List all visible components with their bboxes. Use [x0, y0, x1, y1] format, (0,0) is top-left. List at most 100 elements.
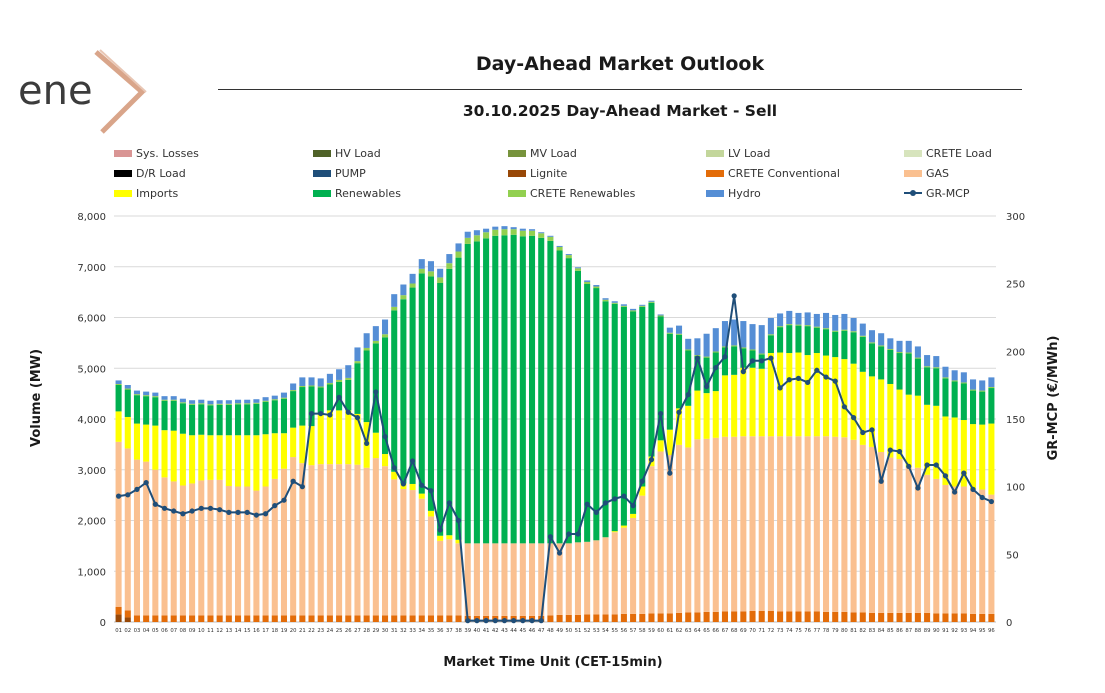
- bar-segment: [933, 368, 940, 406]
- bar-stack-12: [216, 400, 223, 622]
- bar-segment: [372, 615, 379, 622]
- mcp-point: [207, 505, 214, 511]
- bar-segment: [354, 347, 361, 362]
- bar-segment: [529, 229, 536, 231]
- bar-stack-95: [979, 380, 986, 622]
- mcp-point: [749, 358, 756, 364]
- bar-segment: [271, 395, 278, 400]
- x-tick-label: 75: [795, 628, 802, 634]
- bar-segment: [290, 383, 297, 391]
- bar-segment: [400, 299, 407, 484]
- bar-segment: [740, 348, 747, 368]
- x-tick-label: 26: [345, 628, 352, 634]
- bar-stack-48: [547, 235, 554, 622]
- y2-tick-label: 100: [1006, 483, 1025, 494]
- bar-segment: [896, 389, 903, 460]
- legend-label: Renewables: [335, 186, 401, 200]
- bar-segment: [859, 444, 866, 613]
- bar-segment: [630, 513, 637, 518]
- bar-stack-31: [391, 294, 398, 622]
- bar-segment: [740, 347, 747, 349]
- bar-segment: [124, 388, 131, 390]
- bar-segment: [253, 403, 260, 436]
- x-tick-label: 72: [768, 628, 775, 634]
- bar-segment: [345, 464, 352, 616]
- bar-segment: [124, 385, 131, 389]
- bar-stack-21: [299, 377, 306, 622]
- mcp-point: [896, 448, 903, 455]
- bar-segment: [299, 463, 306, 616]
- mcp-point: [419, 482, 425, 488]
- legend-item: Lignite: [508, 166, 567, 180]
- x-tick-label: 52: [584, 628, 591, 634]
- mcp-point: [244, 509, 250, 515]
- bar-stack-91: [942, 366, 949, 622]
- bar-segment: [676, 325, 683, 334]
- bar-segment: [519, 230, 526, 237]
- x-axis-title: Market Time Unit (CET-15min): [443, 655, 662, 670]
- bar-segment: [216, 435, 223, 480]
- x-tick-label: 70: [749, 628, 756, 634]
- x-tick-label: 33: [409, 628, 416, 634]
- mcp-point: [713, 364, 719, 371]
- mcp-point: [952, 489, 958, 495]
- bar-segment: [317, 464, 324, 616]
- bar-segment: [666, 333, 673, 430]
- legend-label: D/R Load: [136, 166, 186, 180]
- bar-segment: [253, 399, 260, 403]
- x-tick-label: 16: [253, 628, 260, 634]
- bar-segment: [464, 237, 471, 244]
- bar-segment: [271, 400, 278, 434]
- bar-segment: [483, 615, 490, 622]
- bar-segment: [538, 233, 545, 238]
- bar-segment: [280, 397, 287, 399]
- chart-title: Day-Ahead Market Outlook: [475, 53, 765, 75]
- mcp-point: [143, 480, 149, 486]
- bar-segment: [611, 303, 618, 532]
- bar-segment: [777, 436, 784, 612]
- bar-segment: [198, 399, 205, 404]
- bar-segment: [942, 366, 949, 378]
- bar-segment: [170, 399, 177, 401]
- bar-segment: [437, 615, 444, 622]
- bar-segment: [152, 396, 159, 398]
- bar-segment: [152, 392, 159, 397]
- bar-stack-28: [363, 333, 370, 622]
- bar-segment: [648, 300, 655, 302]
- bar-segment: [400, 615, 407, 622]
- x-tick-label: 27: [354, 628, 361, 634]
- bar-stack-42: [492, 226, 499, 622]
- bar-segment: [529, 615, 536, 622]
- mcp-point: [336, 394, 342, 400]
- bar-stack-35: [427, 261, 434, 622]
- bar-segment: [584, 280, 591, 282]
- mcp-point: [400, 481, 407, 487]
- bar-segment: [161, 615, 168, 622]
- bar-segment: [409, 287, 416, 484]
- chart-subtitle: 30.10.2025 Day-Ahead Market - Sell: [462, 102, 778, 120]
- bar-segment: [510, 615, 517, 622]
- bar-segment: [326, 373, 333, 383]
- y-axis-title: Volume (MW): [29, 349, 44, 447]
- bar-segment: [207, 405, 214, 436]
- y2-axis-title: GR-MCP (€/MWh): [1046, 336, 1061, 461]
- x-tick-label: 35: [428, 628, 435, 634]
- bar-segment: [253, 490, 260, 616]
- bar-segment: [143, 395, 150, 397]
- bar-segment: [823, 312, 830, 329]
- legend-item: GR-MCP: [904, 186, 970, 200]
- bar-segment: [189, 404, 196, 436]
- x-tick-label: 59: [648, 628, 655, 634]
- enex-logo: ene: [18, 49, 147, 134]
- bar-segment: [326, 382, 333, 385]
- bar-segment: [924, 366, 931, 368]
- y2-tick-label: 0: [1006, 618, 1012, 629]
- bar-segment: [400, 295, 407, 300]
- bar-segment: [584, 281, 591, 284]
- mcp-point: [814, 367, 820, 373]
- mcp-point: [354, 415, 361, 421]
- bar-segment: [657, 613, 664, 622]
- bar-segment: [299, 387, 306, 426]
- bar-segment: [611, 614, 618, 622]
- bar-segment: [914, 467, 921, 613]
